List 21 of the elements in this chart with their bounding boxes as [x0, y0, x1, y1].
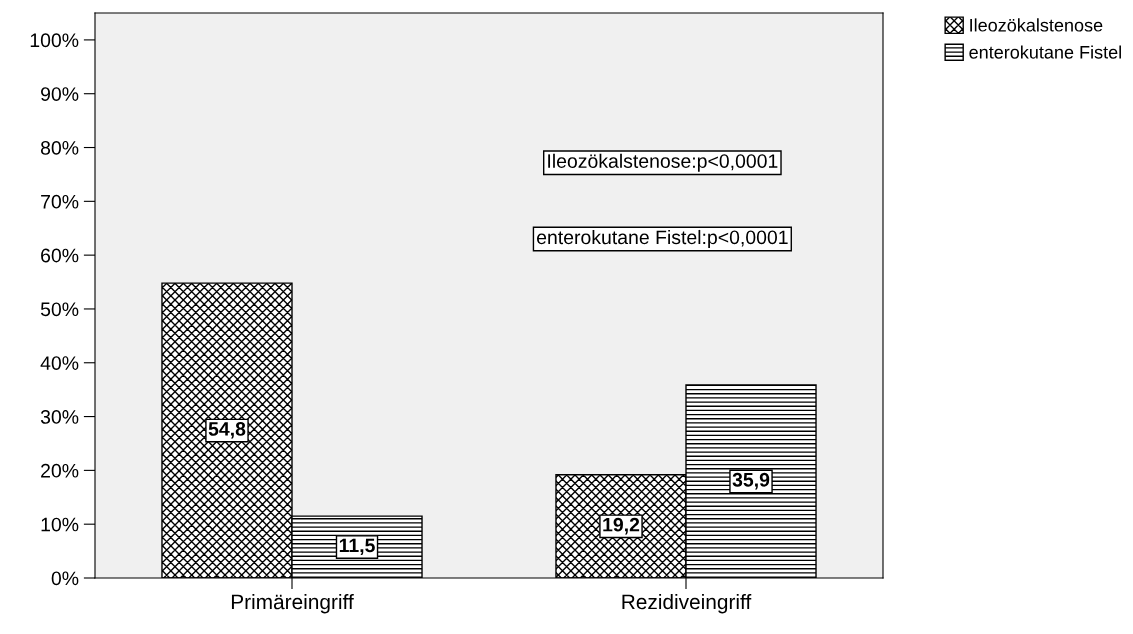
y-tick-label: 50% [40, 302, 79, 317]
data-label: 11,5 [339, 538, 375, 556]
annotation: enterokutane Fistel:p<0,0001 [536, 229, 788, 249]
data-label: 19,2 [603, 517, 640, 535]
y-tick-label: 10% [41, 517, 79, 532]
y-tick-label: 0% [51, 571, 79, 586]
legend-label: enterokutane Fistel [969, 45, 1121, 59]
y-tick-label: 100% [30, 33, 79, 48]
legend-label: Ileozökalstenose [970, 18, 1103, 32]
y-tick-label: 80% [40, 140, 79, 155]
data-label: 35,9 [732, 472, 770, 490]
x-tick-label: Primäreingriff [231, 593, 354, 614]
y-tick-label: 20% [41, 463, 79, 478]
x-tick-label: Rezidiveingriff [622, 593, 752, 614]
y-tick-label: 90% [41, 87, 79, 101]
y-tick-label: 60% [41, 248, 79, 263]
annotation: Ileozökalstenose:p<0,0001 [548, 153, 778, 172]
y-tick-label: 40% [40, 356, 79, 370]
y-tick-label: 70% [41, 194, 79, 209]
data-label: 54,8 [208, 422, 246, 439]
y-tick-label: 30% [40, 410, 79, 424]
